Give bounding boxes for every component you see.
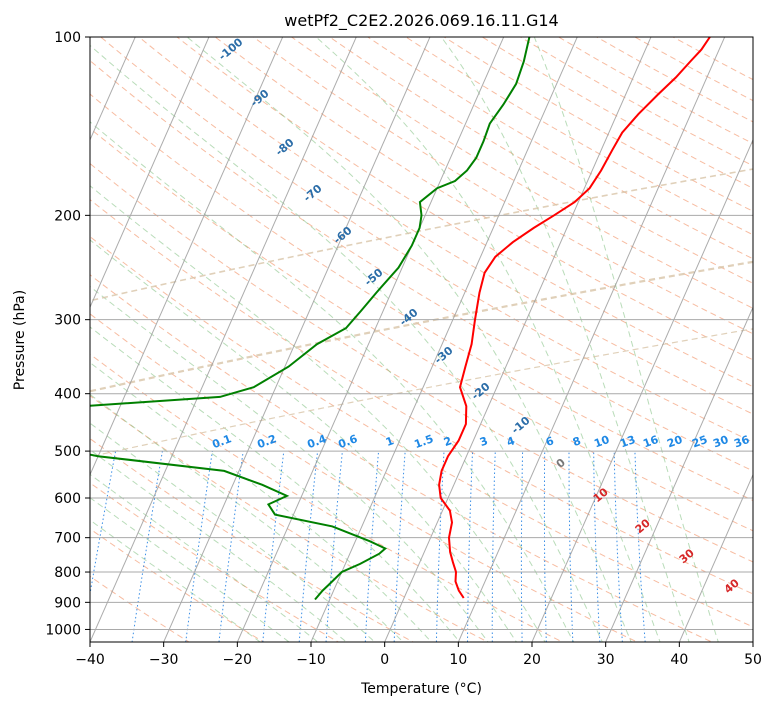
- dry-adiabat-line: [176, 37, 753, 388]
- moist-adiabat-line: [315, 37, 661, 642]
- dry-adiabat-line: [214, 37, 753, 361]
- mixing-ratio-line: [634, 451, 646, 642]
- y-axis-label: Pressure (hPa): [12, 290, 28, 390]
- x-tick-label: 40: [670, 652, 688, 668]
- isotherm-line: [163, 37, 431, 642]
- moist-adiabat-line: [90, 519, 262, 642]
- x-axis-label: Temperature (°C): [360, 681, 482, 697]
- background-arc-line: [90, 328, 753, 458]
- chart-title: wetPf2_C2E2.2026.069.16.11.G14: [284, 11, 558, 31]
- isotherm-line: [236, 37, 505, 642]
- grid-lines: [90, 37, 753, 642]
- isotherm-line: [90, 37, 357, 642]
- x-tick-label: 10: [449, 652, 467, 668]
- mixing-ratio-line: [568, 451, 574, 642]
- mixing-ratio-label: 36: [732, 433, 751, 451]
- y-tick-label: 600: [54, 491, 81, 507]
- y-tick-label: 700: [54, 531, 81, 547]
- x-tick-label: −20: [223, 652, 253, 668]
- moist-adiabat-line: [90, 121, 575, 642]
- mixing-ratio-label: 0.2: [255, 432, 278, 451]
- axis-ticks: −40 −30 −20 −10 0 10 20 30 40 5010020030040050060…: [45, 30, 762, 668]
- mixing-ratio-label: 13: [618, 433, 637, 450]
- mixing-ratio-line: [393, 451, 406, 642]
- mixing-ratio-label: 1: [384, 434, 396, 449]
- x-tick-label: −30: [149, 652, 179, 668]
- isotherm-line: [90, 37, 136, 142]
- isotherm-line: [605, 306, 753, 642]
- mixing-ratio-label: 2: [442, 434, 454, 449]
- mixing-ratio-label: 4: [505, 434, 517, 449]
- temperature-profile-line: [438, 37, 711, 599]
- mixing-ratio-label: 8: [571, 434, 583, 449]
- dewpoint-profile-line: [90, 37, 531, 601]
- dry-adiabat-line: [557, 37, 753, 145]
- mixing-ratio-label: 6: [544, 434, 556, 449]
- plot-frame: [89, 36, 754, 643]
- dry-adiabat-line: [405, 37, 753, 236]
- x-tick-label: 30: [597, 652, 615, 668]
- dry-adiabat-line: [595, 37, 753, 123]
- mixing-ratio-line: [435, 451, 445, 642]
- y-tick-label: 300: [54, 313, 81, 329]
- isotherm-line: [90, 37, 284, 476]
- profile-lines: [90, 37, 711, 601]
- y-tick-label: 500: [54, 444, 81, 460]
- mixing-ratio-line: [593, 451, 601, 642]
- y-tick-label: 200: [54, 208, 81, 224]
- dry-adiabat-line: [90, 274, 714, 642]
- mixing-ratio-label: 20: [665, 433, 684, 451]
- y-tick-label: 100: [54, 30, 81, 46]
- mixing-ratio-label: 10: [592, 433, 611, 451]
- dry-adiabat-line: [290, 37, 753, 309]
- mixing-ratio-label: 0.6: [336, 432, 359, 451]
- mixing-ratio-line: [467, 451, 474, 642]
- x-tick-label: 50: [744, 652, 762, 668]
- dry-adiabat-line: [252, 37, 753, 335]
- isotherm-line: [90, 37, 210, 309]
- y-tick-label: 400: [54, 387, 81, 403]
- y-tick-label: 900: [54, 595, 81, 611]
- mixing-ratio-label: 3: [478, 434, 490, 449]
- mixing-ratio-line: [520, 451, 524, 642]
- x-tick-label: 0: [380, 652, 389, 668]
- mixing-ratio-line: [543, 451, 547, 642]
- mixing-ratio-line: [364, 451, 380, 642]
- dry-adiabat-line: [90, 438, 415, 642]
- isotherm-line: [310, 37, 578, 642]
- mixing-ratio-line: [491, 451, 496, 642]
- moist-adiabat-line: [90, 285, 489, 642]
- mixing-ratio-label: 25: [690, 433, 709, 450]
- mixing-ratio-label: 16: [641, 433, 660, 451]
- mixing-ratio-line: [613, 451, 623, 642]
- mixing-ratio-label: 30: [711, 433, 730, 451]
- dry-adiabat-line: [328, 37, 753, 284]
- isotherm-line: [531, 138, 753, 642]
- moist-adiabat-line: [90, 239, 518, 642]
- y-tick-label: 800: [54, 565, 81, 581]
- isotherm-line: [384, 37, 652, 642]
- isotherm-line: [457, 37, 726, 642]
- isotherm-line: [678, 473, 753, 642]
- x-tick-label: −10: [296, 652, 326, 668]
- y-tick-label: 1000: [45, 622, 81, 638]
- dry-adiabat-line: [90, 236, 753, 628]
- x-tick-label: −40: [75, 652, 105, 668]
- mixing-ratio-label: 0.4: [305, 432, 328, 451]
- x-tick-label: 20: [523, 652, 541, 668]
- mixing-ratio-label: 0.1: [210, 432, 233, 451]
- dry-adiabat-line: [90, 395, 489, 642]
- mixing-ratio-label: 1.5: [412, 432, 435, 451]
